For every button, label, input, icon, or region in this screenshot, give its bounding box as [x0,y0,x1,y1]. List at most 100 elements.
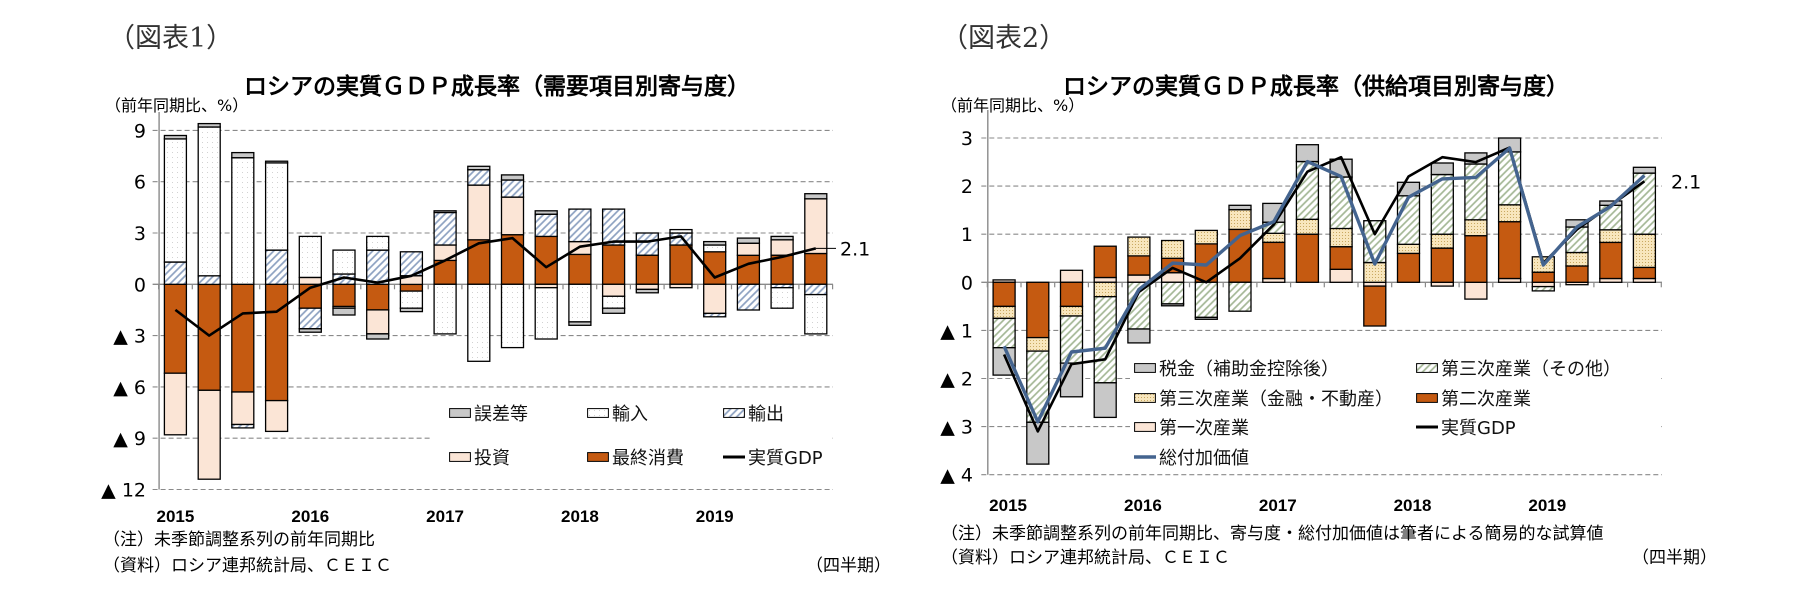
legend-label: 最終消費 [612,448,684,469]
bar-segment-errors [804,193,828,200]
legend-item-errors: 誤差等 [449,400,528,426]
bar-segment-tax [1160,303,1185,307]
bar-segment-imports [163,138,188,263]
y-tick-label: ▲ 3 [940,417,973,439]
bar-segment-errors [366,333,390,340]
bar-segment-financial [1262,232,1286,243]
bar-segment-secondary [1026,281,1050,339]
bar-segment-imports [467,283,491,362]
bar-segment-consumption [264,283,289,402]
bar-segment-errors [264,160,289,164]
legend-swatch-financial [1134,393,1156,403]
legend-swatch-imports [587,408,609,418]
bar-segment-exports [736,283,761,311]
bar-segment-errors [635,288,659,294]
end-value-label: 2.1 [840,238,870,260]
source-2: （資料）ロシア連邦統計局、ＣＥＩＣ [941,548,1230,568]
legend-item-real-gdp: 実質GDP [1416,414,1516,440]
bar-segment-investment [197,389,221,480]
legend-line-real-gdp [723,455,745,459]
bar-segment-financial [1632,233,1657,269]
bar-segment-exports [635,232,659,256]
y-tick-label: ▲ 4 [940,465,973,487]
y-tick-label: 6 [134,172,146,194]
y-tick-label: 2 [961,176,973,198]
bar-segment-financial [1295,218,1320,235]
bar-segment-financial [1059,305,1084,317]
bar-segment-tertiary-other [1599,204,1623,231]
bar-segment-tertiary-other [1295,160,1320,220]
x-axis-period-label-1: （四半期） [806,556,891,576]
legend-item-consumption: 最終消費 [587,444,684,470]
bar-segment-primary [1093,276,1117,283]
bar-segment-secondary [1262,241,1286,280]
legend-label: 誤差等 [474,404,528,425]
bar-segment-exports [231,423,255,429]
x-tick-label: 2017 [1259,496,1297,515]
legend-swatch-secondary [1416,393,1438,403]
bar-segment-investment [601,283,626,297]
x-tick-label: 2015 [156,507,194,526]
bar-segment-investment [500,196,525,236]
bar-segment-imports [669,228,693,234]
bar-segment-investment [635,283,659,291]
legend-label: 第一次産業 [1159,418,1249,439]
legend-swatch-primary [1134,422,1156,432]
x-tick-label: 2016 [291,507,329,526]
source-1: （資料）ロシア連邦統計局、ＣＥＩＣ [103,556,392,576]
legend-label: 実質GDP [748,448,823,469]
bar-segment-financial [1497,204,1522,223]
bar-segment-investment [433,244,457,262]
bar-segment-imports [433,283,457,335]
bar-segment-errors [231,151,255,159]
bar-segment-secondary [1632,266,1657,280]
chart-title-2: ロシアの実質ＧＤＰ成長率（供給項目別寄与度） [1063,74,1569,100]
note-2: （注）未季節調整系列の前年同期比、寄与度・総付加価値は筆者による簡易的な試算値 [941,524,1604,544]
bar-segment-errors [534,210,558,215]
bar-segment-financial [1228,209,1252,231]
bar-segment-consumption [399,283,424,292]
bar-segment-secondary [1430,247,1454,283]
legend-swatch-exports [723,408,745,418]
bar-segment-secondary [1565,265,1589,283]
x-tick-label: 2016 [1124,496,1162,515]
bar-segment-financial [1565,251,1589,267]
bar-segment-imports [770,287,794,309]
legend-item-gva: 総付加価値 [1134,444,1249,470]
legend-label: 総付加価値 [1159,448,1249,469]
bar-segment-errors [601,307,626,314]
bar-segment-tertiary-other [1329,176,1353,230]
y-tick-label: ▲ 9 [113,428,146,450]
legend-label: 税金（補助金控除後） [1159,359,1339,380]
bar-segment-tax [1295,144,1320,163]
legend-line-real-gdp [1416,425,1438,429]
bar-segment-imports [703,244,727,253]
bar-segment-errors [433,210,457,214]
bar-segment-imports [601,295,626,309]
bar-segment-consumption [804,252,828,285]
bar-segment-exports [433,211,457,246]
bar-segment-imports [500,283,525,349]
legend-swatch-investment [449,452,471,462]
legend-swatch-tertiary-other [1416,363,1438,373]
bar-segment-financial [1127,236,1151,257]
bar-segment-exports [804,283,828,296]
bar-segment-investment [736,242,761,256]
bar-segment-exports [467,169,491,186]
bars [163,122,828,480]
bar-segment-tertiary-other [992,317,1016,349]
bar-segment-primary [1464,281,1488,300]
bar-segment-consumption [736,254,761,285]
bar-segment-tax [1127,328,1151,344]
bar-segment-tax [1632,166,1657,174]
bar-segment-secondary [1363,285,1387,327]
bar-segment-investment [770,239,794,256]
bar-segment-tertiary-other [1531,285,1555,292]
bar-segment-imports [366,235,390,251]
legend-label: 投資 [474,448,510,469]
legend-label: 第三次産業（金融・不動産） [1159,389,1393,410]
bar-segment-financial [1599,229,1623,244]
bar-segment-secondary [1531,271,1555,283]
bar-segment-errors [770,235,794,241]
bar-segment-exports [197,275,221,286]
